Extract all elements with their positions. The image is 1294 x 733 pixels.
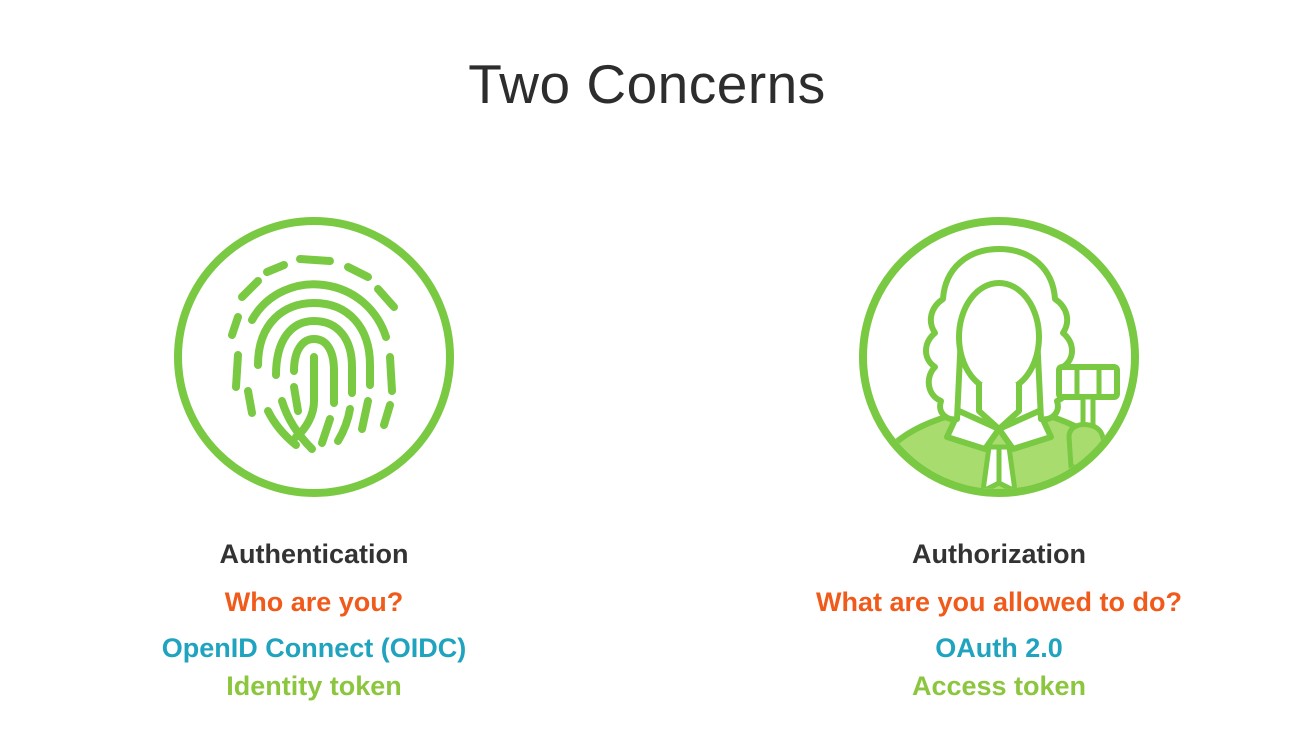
concept-question: What are you allowed to do?: [815, 587, 1183, 617]
judge-icon: [859, 217, 1139, 497]
authentication-column: Authentication Who are you? OpenID Conne…: [14, 535, 614, 705]
protocol-label: OpenID Connect (OIDC): [161, 633, 467, 663]
concept-label: Authorization: [912, 539, 1086, 569]
slide-title: Two Concerns: [468, 53, 826, 115]
authorization-column: Authorization What are you allowed to do…: [699, 535, 1294, 705]
fingerprint-icon: [174, 217, 454, 497]
protocol-label: OAuth 2.0: [935, 633, 1063, 663]
concept-question: Who are you?: [224, 587, 404, 617]
token-label: Access token: [911, 671, 1087, 701]
concept-label: Authentication: [219, 539, 409, 569]
token-label: Identity token: [226, 671, 402, 701]
